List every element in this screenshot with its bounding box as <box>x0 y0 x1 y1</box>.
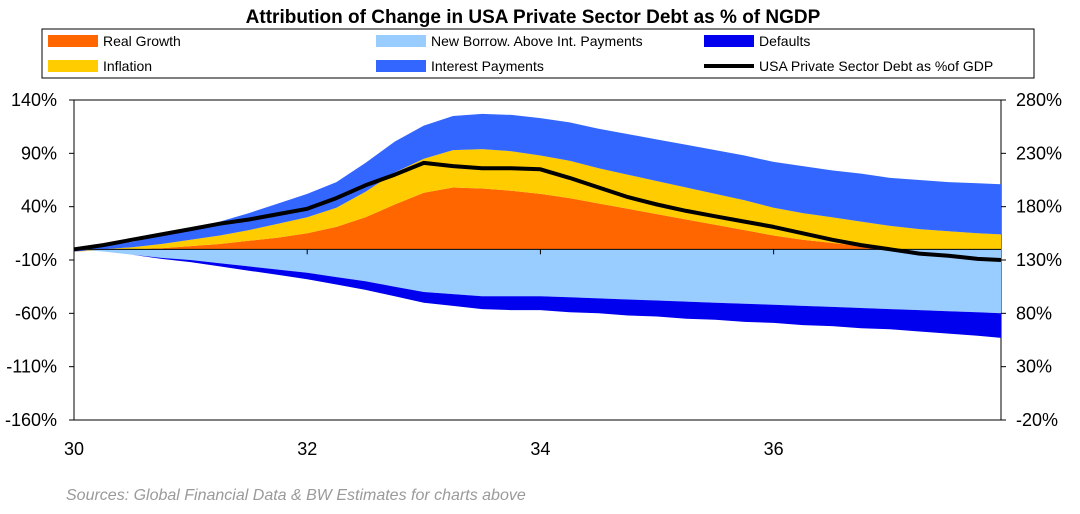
chart-title: Attribution of Change in USA Private Sec… <box>246 7 821 28</box>
legend-swatch-defaults <box>704 35 754 47</box>
x-tick-label: 32 <box>297 439 317 459</box>
area-defaults <box>74 249 1001 338</box>
legend-label-usa-private-sector-debt-as-of-gdp: USA Private Sector Debt as %of GDP <box>759 58 993 74</box>
legend-swatch-interest-payments <box>376 60 426 72</box>
line-series <box>73 160 1002 262</box>
y-right-tick-label: -20% <box>1016 410 1058 430</box>
legend: Real Growth New Borrow. Above Int. Paymen… <box>48 33 993 74</box>
y-left-tick-label: -60% <box>15 303 57 323</box>
legend-swatch-inflation <box>48 60 98 72</box>
y-right-tick-label: 230% <box>1016 143 1062 163</box>
legend-label-inflation: Inflation <box>103 58 152 74</box>
x-tick-label: 30 <box>64 439 84 459</box>
x-tick-label: 34 <box>530 439 550 459</box>
line-usa-private-sector-debt-as-of-gdp <box>73 160 1002 262</box>
y-left-tick-label: -160% <box>5 410 57 430</box>
area-real-growth <box>74 187 1001 254</box>
source-note: Sources: Global Financial Data & BW Esti… <box>66 487 526 504</box>
legend-swatch-new-borrow-above-int-payments <box>376 35 426 47</box>
y-left-tick-label: 140% <box>11 90 57 110</box>
legend-label-new-borrow-above-int-payments: New Borrow. Above Int. Payments <box>431 33 643 49</box>
legend-label-real-growth: Real Growth <box>103 33 181 49</box>
y-right-tick-label: 180% <box>1016 197 1062 217</box>
y-right-tick-label: 80% <box>1016 303 1052 323</box>
y-left-tick-label: 90% <box>21 143 57 163</box>
legend-label-defaults: Defaults <box>759 33 810 49</box>
y-right-tick-label: 30% <box>1016 357 1052 377</box>
y-left-tick-label: 40% <box>21 197 57 217</box>
area-new-borrow-above-int-payments <box>74 249 1001 314</box>
legend-box <box>41 28 1035 79</box>
y-right-tick-label: 130% <box>1016 250 1062 270</box>
x-tick-label: 36 <box>764 439 784 459</box>
legend-label-interest-payments: Interest Payments <box>431 58 544 74</box>
axes: 30 32 34 36 140% 90% 40% -10% -60% -110% -160% 280%… <box>5 90 1062 459</box>
area-interest-payments <box>74 113 1001 252</box>
y-left-tick-label: -110% <box>6 357 57 377</box>
y-left-tick-label: -10% <box>15 250 57 270</box>
legend-swatch-real-growth <box>48 35 98 47</box>
y-right-tick-label: 280% <box>1016 90 1062 110</box>
